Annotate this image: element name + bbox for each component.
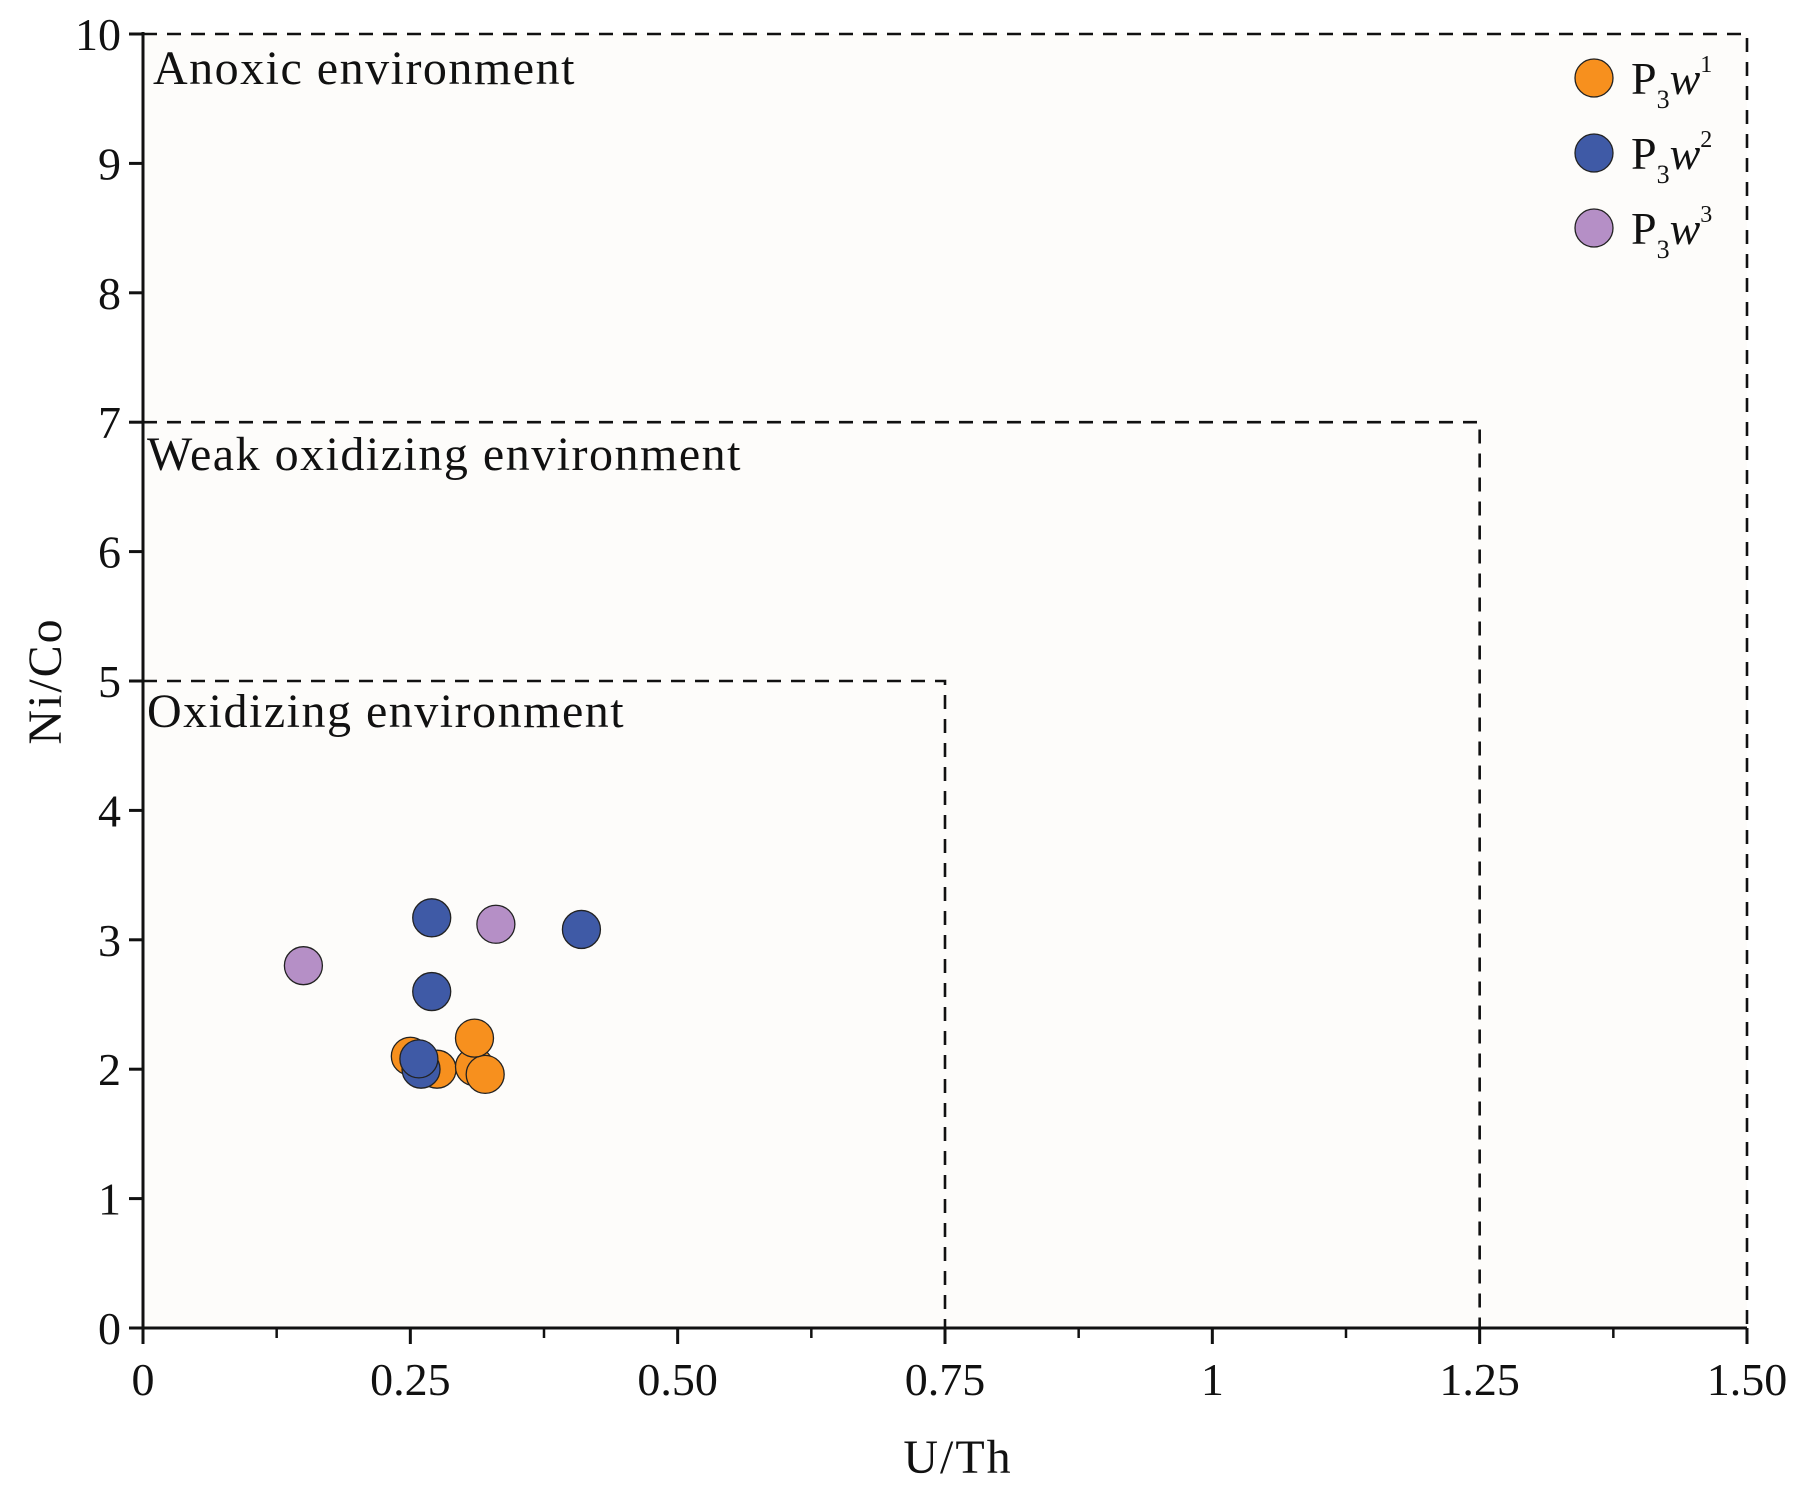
zone-label-1: Anoxic environment [153, 42, 576, 95]
legend-label-base: P [1631, 53, 1657, 104]
legend-label-base: P [1631, 128, 1657, 179]
legend-label-p3w2: P3w2 [1631, 127, 1712, 189]
legend-label-p3w3: P3w3 [1631, 202, 1712, 264]
data-point-p3w1 [465, 1054, 505, 1095]
y-tick-label: 9 [98, 138, 121, 189]
zone-label-2: Weak oxidizing environment [147, 428, 742, 481]
x-tick-label: 1.50 [1707, 1354, 1788, 1405]
legend-label-superscript: 1 [1700, 52, 1712, 78]
y-tick-label: 6 [98, 527, 121, 578]
x-tick-label: 1.25 [1439, 1354, 1520, 1405]
legend-marker-p3w1 [1574, 58, 1614, 98]
y-tick-label: 1 [98, 1174, 121, 1225]
zone-labels: Anoxic environment Weak oxidizing environ… [147, 42, 742, 738]
data-point-p3w2 [412, 898, 452, 938]
legend-marker-p3w3 [1574, 208, 1614, 248]
zone-boundary-2 [143, 420, 1481, 1328]
y-tick-label: 5 [98, 656, 121, 707]
legend-label-superscript: 3 [1700, 202, 1712, 228]
y-tick-label: 3 [98, 915, 121, 966]
legend-marker-p3w2 [1574, 133, 1614, 173]
zone-label-3: Oxidizing environment [147, 685, 625, 738]
data-point-p3w2 [561, 909, 602, 950]
axes: 0 1 2 3 4 5 6 7 8 9 10 0 0.25 0.50 0.75 1 1.25 1.50 [75, 9, 1787, 1405]
data-point-p3w3 [476, 904, 516, 944]
y-axis-title: Ni/Co [19, 617, 72, 744]
legend-label-superscript: 2 [1700, 127, 1712, 153]
y-tick-label: 10 [75, 9, 121, 60]
y-tick-label: 7 [98, 397, 121, 448]
data-point-p3w3 [283, 946, 324, 986]
zone-boxes [143, 32, 1749, 1328]
data-point-p3w2 [399, 1039, 439, 1079]
legend-label-italic: w [1670, 203, 1701, 254]
x-tick-label: 0 [132, 1354, 155, 1405]
data-point-p3w1 [454, 1018, 495, 1058]
legend-label-base: P [1631, 203, 1657, 254]
x-tick-label: 0.75 [905, 1354, 986, 1405]
legend-label-subscript: 3 [1657, 85, 1670, 114]
data-points [283, 898, 602, 1095]
x-tick-label: 1 [1201, 1354, 1224, 1405]
y-tick-label: 0 [98, 1303, 121, 1354]
x-axis-title: U/Th [903, 1431, 1012, 1484]
zone-boundary-1 [143, 32, 1749, 1328]
y-tick-label: 8 [98, 268, 121, 319]
legend-label-subscript: 3 [1657, 235, 1670, 264]
x-tick-label: 0.25 [370, 1354, 451, 1405]
legend-label-p3w1: P3w1 [1631, 52, 1712, 114]
x-tick-label: 0.50 [637, 1354, 718, 1405]
legend-label-subscript: 3 [1657, 160, 1670, 189]
legend-label-italic: w [1670, 53, 1701, 104]
y-tick-label: 2 [98, 1044, 121, 1095]
zone-boundary-3 [143, 679, 947, 1328]
y-tick-label: 4 [98, 785, 121, 836]
legend-label-italic: w [1670, 128, 1701, 179]
data-point-p3w2 [412, 971, 452, 1012]
